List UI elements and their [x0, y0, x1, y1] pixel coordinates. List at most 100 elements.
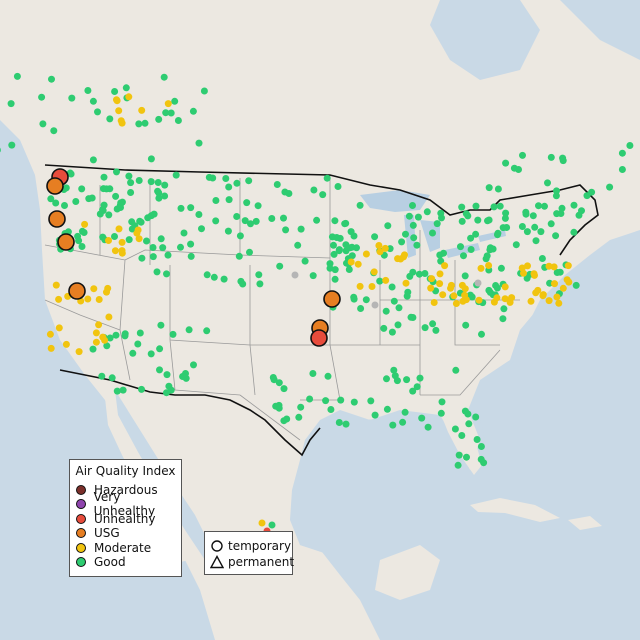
station-good[interactable]	[78, 243, 86, 250]
station-good[interactable]	[153, 268, 161, 276]
station-good[interactable]	[394, 321, 402, 329]
station-good[interactable]	[187, 240, 195, 248]
station-good[interactable]	[138, 254, 146, 262]
station-good[interactable]	[461, 407, 469, 415]
station-good[interactable]	[388, 283, 396, 291]
station-good[interactable]	[350, 293, 358, 301]
station-good[interactable]	[283, 415, 291, 423]
station-good[interactable]	[472, 230, 480, 238]
station-moderate[interactable]	[550, 263, 558, 271]
station-moderate[interactable]	[555, 299, 563, 307]
station-good[interactable]	[78, 185, 86, 193]
station-moderate[interactable]	[52, 281, 60, 289]
station-good[interactable]	[161, 192, 169, 200]
station-good[interactable]	[247, 220, 254, 228]
station-good[interactable]	[269, 374, 277, 381]
station-good[interactable]	[236, 232, 244, 240]
station-good[interactable]	[452, 366, 460, 374]
station-good[interactable]	[384, 222, 392, 230]
station-moderate[interactable]	[477, 264, 485, 272]
station-good[interactable]	[141, 119, 149, 127]
station-good[interactable]	[474, 216, 482, 224]
station-good[interactable]	[572, 281, 580, 289]
station-good[interactable]	[7, 100, 15, 108]
station-moderate[interactable]	[485, 262, 493, 269]
station-good[interactable]	[121, 332, 129, 340]
station-good[interactable]	[353, 244, 360, 252]
station-good[interactable]	[512, 241, 520, 249]
station-good[interactable]	[558, 204, 566, 212]
station-good[interactable]	[246, 248, 253, 256]
station-moderate[interactable]	[441, 262, 449, 270]
station-good[interactable]	[280, 385, 288, 393]
station-good[interactable]	[553, 187, 560, 195]
station-moderate[interactable]	[95, 321, 103, 329]
station-good[interactable]	[473, 436, 481, 443]
temporary-monitor[interactable]	[46, 177, 64, 195]
station-good[interactable]	[297, 225, 305, 233]
station-good[interactable]	[416, 374, 424, 382]
station-good[interactable]	[423, 208, 431, 216]
station-moderate[interactable]	[125, 93, 133, 101]
station-good[interactable]	[125, 236, 133, 244]
station-good[interactable]	[157, 321, 165, 329]
station-moderate[interactable]	[461, 285, 469, 293]
station-moderate[interactable]	[95, 296, 103, 303]
station-good[interactable]	[112, 331, 120, 339]
station-good[interactable]	[224, 227, 232, 235]
station-good[interactable]	[319, 191, 327, 199]
station-moderate[interactable]	[92, 329, 100, 337]
station-good[interactable]	[485, 286, 493, 294]
station-good[interactable]	[334, 183, 342, 190]
station-good[interactable]	[501, 214, 509, 222]
station-moderate[interactable]	[501, 295, 509, 303]
station-good[interactable]	[489, 245, 497, 253]
station-moderate[interactable]	[118, 119, 126, 127]
station-good[interactable]	[282, 226, 290, 234]
station-good[interactable]	[100, 173, 108, 181]
station-good[interactable]	[203, 327, 211, 335]
station-good[interactable]	[98, 372, 106, 380]
station-good[interactable]	[324, 372, 332, 380]
station-moderate[interactable]	[565, 278, 573, 286]
station-good[interactable]	[618, 166, 626, 173]
station-good[interactable]	[559, 154, 567, 162]
station-good[interactable]	[297, 403, 305, 411]
station-good[interactable]	[134, 340, 142, 348]
station-good[interactable]	[129, 349, 137, 357]
station-good[interactable]	[458, 432, 466, 439]
station-good[interactable]	[125, 172, 133, 180]
station-good[interactable]	[225, 196, 233, 204]
station-moderate[interactable]	[104, 284, 112, 292]
station-good[interactable]	[117, 204, 124, 211]
station-good[interactable]	[47, 195, 55, 203]
station-good[interactable]	[458, 203, 466, 211]
station-good[interactable]	[38, 93, 46, 101]
station-good[interactable]	[496, 202, 504, 210]
station-good[interactable]	[275, 404, 283, 412]
station-good[interactable]	[147, 350, 155, 358]
station-good[interactable]	[135, 120, 143, 128]
station-good[interactable]	[103, 342, 111, 350]
station-moderate[interactable]	[447, 284, 454, 292]
station-good[interactable]	[149, 244, 157, 251]
station-good[interactable]	[395, 304, 403, 312]
station-no-data[interactable]	[291, 271, 299, 279]
station-no-data[interactable]	[371, 301, 379, 309]
station-moderate[interactable]	[84, 295, 92, 303]
station-good[interactable]	[285, 190, 293, 197]
station-good[interactable]	[68, 94, 76, 102]
station-good[interactable]	[309, 370, 317, 377]
station-good[interactable]	[388, 328, 396, 336]
station-good[interactable]	[172, 171, 180, 179]
station-good[interactable]	[465, 420, 473, 428]
station-good[interactable]	[330, 250, 338, 258]
station-moderate[interactable]	[99, 333, 107, 341]
station-moderate[interactable]	[375, 242, 383, 249]
station-moderate[interactable]	[520, 269, 527, 277]
station-good[interactable]	[252, 217, 260, 225]
station-good[interactable]	[200, 87, 208, 95]
station-moderate[interactable]	[475, 296, 483, 304]
station-good[interactable]	[413, 241, 421, 249]
station-moderate[interactable]	[551, 280, 558, 288]
